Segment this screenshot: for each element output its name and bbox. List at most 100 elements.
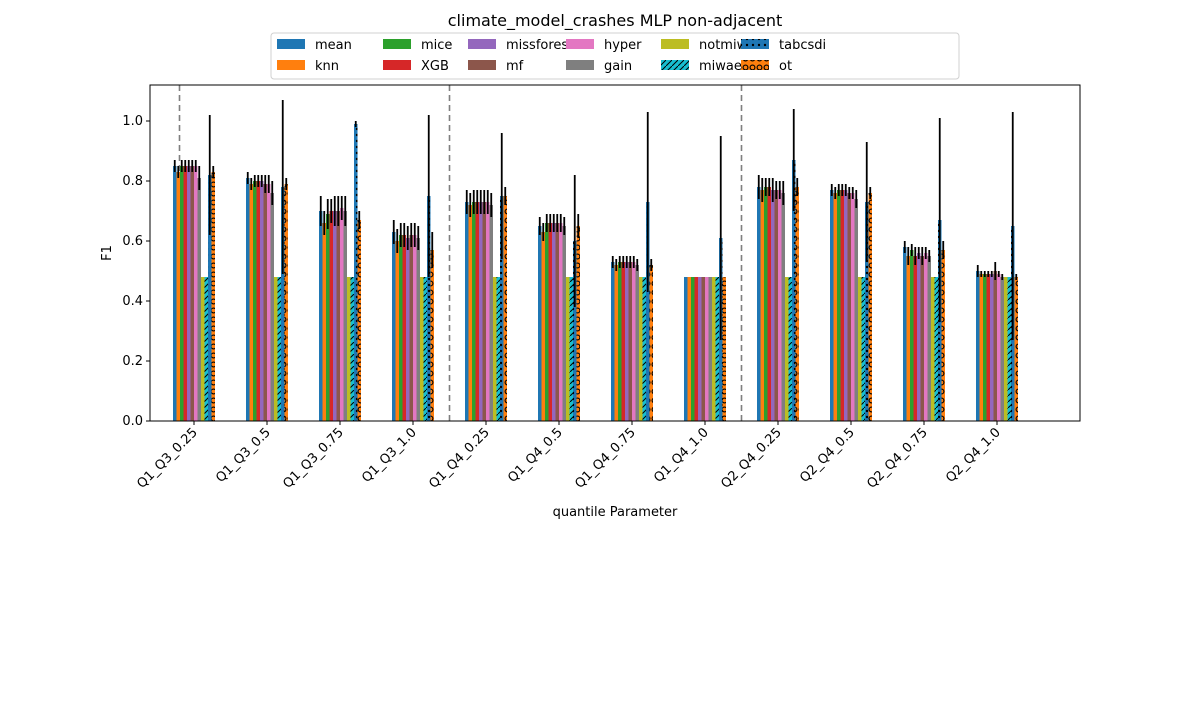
bar-mice-Q1_Q3_0.5 (253, 181, 257, 421)
bar-hatch (281, 187, 285, 421)
bar-missforest-Q2_Q4_1.0 (990, 274, 994, 421)
x-tick-label: Q1_Q4_0.5 (505, 425, 566, 486)
bar-mean-Q1_Q4_1.0 (684, 277, 688, 421)
bar-XGB-Q1_Q3_0.5 (256, 181, 260, 421)
legend: meanknnmiceXGBmissforestmfhypergainnotmi… (270, 32, 960, 80)
bar-mean-Q1_Q3_0.25 (173, 166, 177, 421)
bar-notmiwae-Q1_Q4_0.5 (566, 277, 570, 421)
bar-XGB-Q2_Q4_0.75 (913, 256, 917, 421)
bar-hatch (569, 277, 573, 421)
legend-label-ot: ot (779, 59, 792, 74)
bar-hyper-Q1_Q4_0.75 (632, 262, 636, 421)
bar-hyper-Q1_Q3_0.25 (194, 166, 198, 421)
y-tick-label: 0.6 (122, 234, 143, 249)
bar-XGB-Q2_Q4_0.25 (767, 187, 771, 421)
bar-hatch (427, 196, 431, 421)
bar-hatch (795, 187, 799, 421)
x-tick-label: Q1_Q4_0.75 (572, 425, 638, 491)
bar-hyper-Q1_Q4_1.0 (705, 277, 709, 421)
bar-mice-Q1_Q3_0.75 (326, 214, 330, 421)
bar-missforest-Q2_Q4_0.75 (917, 253, 921, 421)
legend-label-gain: gain (604, 59, 632, 74)
legend-swatch-hatch (741, 39, 769, 49)
bar-mice-Q2_Q4_1.0 (983, 274, 987, 421)
bar-mf-Q2_Q4_0.25 (774, 190, 778, 421)
legend-label-knn: knn (315, 59, 339, 74)
bar-gain-Q1_Q4_0.25 (489, 205, 493, 421)
bar-knn-Q1_Q3_1.0 (395, 241, 399, 421)
bar-mice-Q1_Q4_0.75 (618, 262, 622, 421)
bar-hatch (576, 226, 580, 421)
x-tick-label: Q1_Q3_0.5 (213, 425, 274, 486)
bar-hatch (573, 241, 577, 421)
bar-knn-Q1_Q4_0.5 (541, 232, 545, 421)
bar-mean-Q1_Q3_1.0 (392, 232, 396, 421)
legend-swatch-missforest (468, 39, 496, 49)
y-tick-label: 0.8 (122, 174, 143, 189)
bar-hatch (649, 265, 653, 421)
bar-missforest-Q2_Q4_0.25 (771, 190, 775, 421)
bar-knn-Q1_Q3_0.75 (322, 223, 326, 421)
bar-notmiwae-Q1_Q3_0.25 (201, 277, 205, 421)
legend-label-mf: mf (506, 59, 524, 74)
bar-hyper-Q1_Q3_0.5 (267, 184, 271, 421)
x-tick-label: Q2_Q4_0.5 (797, 425, 858, 486)
bar-hyper-Q2_Q4_0.75 (924, 253, 928, 421)
bar-hatch (204, 277, 208, 421)
bar-hatch (500, 196, 504, 421)
bar-hyper-Q1_Q3_1.0 (413, 235, 417, 421)
bar-hatch (354, 124, 358, 421)
bar-hatch (792, 160, 796, 421)
bar-hatch (277, 277, 281, 421)
bar-mice-Q1_Q4_1.0 (691, 277, 695, 421)
bar-mf-Q1_Q4_1.0 (701, 277, 705, 421)
bar-mice-Q2_Q4_0.25 (764, 187, 768, 421)
bar-hatch (868, 193, 872, 421)
bar-hatch (496, 277, 500, 421)
bar-gain-Q1_Q3_0.5 (270, 193, 274, 421)
bar-hatch (865, 202, 869, 421)
bar-XGB-Q2_Q4_1.0 (986, 274, 990, 421)
bar-knn-Q2_Q4_0.5 (833, 193, 837, 421)
bar-knn-Q1_Q4_0.75 (614, 265, 618, 421)
bar-mean-Q2_Q4_0.75 (903, 247, 907, 421)
bar-XGB-Q1_Q4_1.0 (694, 277, 698, 421)
bar-hatch (934, 277, 938, 421)
bar-gain-Q2_Q4_0.5 (854, 199, 858, 421)
bar-XGB-Q1_Q4_0.5 (548, 223, 552, 421)
y-tick-label: 0.0 (122, 414, 143, 429)
bar-notmiwae-Q1_Q3_1.0 (420, 277, 424, 421)
bar-XGB-Q1_Q3_1.0 (402, 235, 406, 421)
bar-hatch (788, 277, 792, 421)
bar-missforest-Q2_Q4_0.5 (844, 190, 848, 421)
bar-hatch (646, 202, 650, 421)
bar-missforest-Q1_Q3_0.25 (187, 166, 191, 421)
bar-mf-Q2_Q4_0.75 (920, 256, 924, 421)
bar-mice-Q1_Q3_0.25 (180, 166, 184, 421)
bar-notmiwae-Q1_Q3_0.5 (274, 277, 278, 421)
bar-notmiwae-Q2_Q4_1.0 (1004, 277, 1008, 421)
bar-mice-Q2_Q4_0.5 (837, 190, 841, 421)
bar-mean-Q1_Q4_0.75 (611, 262, 615, 421)
bar-notmiwae-Q1_Q3_0.75 (347, 277, 351, 421)
bar-missforest-Q1_Q3_1.0 (406, 238, 410, 421)
bar-mf-Q1_Q4_0.5 (555, 223, 559, 421)
legend-swatch-mean (277, 39, 305, 49)
legend-label-XGB: XGB (421, 59, 449, 74)
x-tick-label: Q2_Q4_1.0 (943, 425, 1004, 486)
bar-hatch (1014, 277, 1018, 421)
x-tick-label: Q1_Q3_1.0 (359, 425, 420, 486)
bar-hyper-Q2_Q4_0.25 (778, 190, 782, 421)
bar-notmiwae-Q2_Q4_0.5 (858, 277, 862, 421)
bar-hatch (211, 172, 215, 421)
bar-notmiwae-Q2_Q4_0.75 (931, 277, 935, 421)
bar-mean-Q1_Q3_0.5 (246, 178, 250, 421)
bar-hatch (642, 277, 646, 421)
x-tick-label: Q2_Q4_0.75 (864, 425, 930, 491)
bar-XGB-Q1_Q3_0.25 (183, 166, 187, 421)
bar-mf-Q1_Q3_1.0 (409, 235, 413, 421)
legend-swatch-mf (468, 60, 496, 70)
bar-missforest-Q1_Q3_0.75 (333, 211, 337, 421)
